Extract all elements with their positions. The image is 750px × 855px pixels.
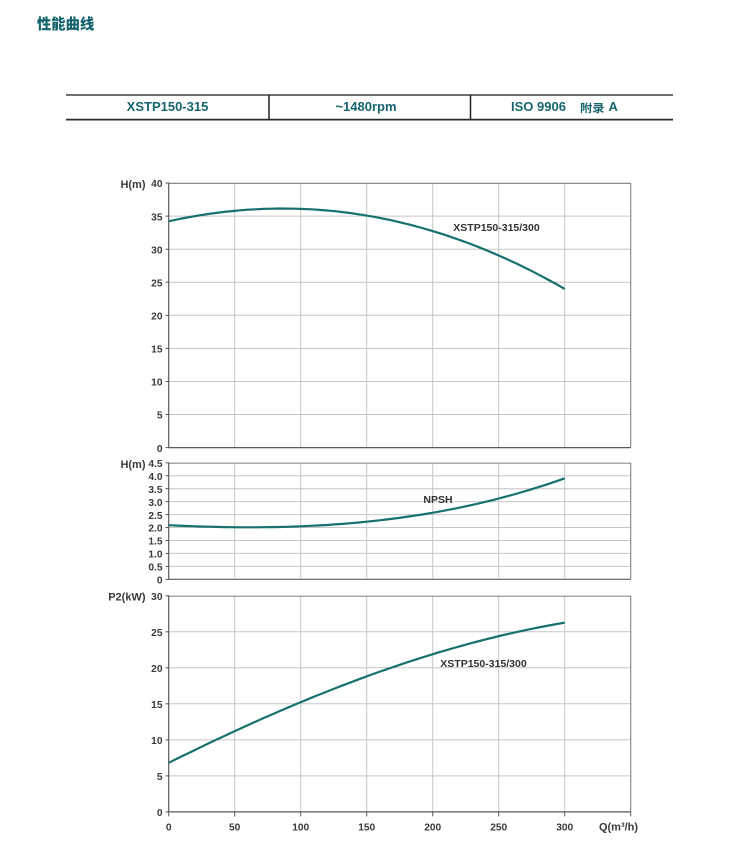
svg-text:~1480rpm: ~1480rpm [335, 99, 396, 114]
svg-text:H(m): H(m) [120, 459, 145, 471]
svg-text:ISO 9906: ISO 9906 [511, 99, 566, 114]
svg-text:0: 0 [157, 444, 163, 455]
svg-text:1.0: 1.0 [148, 550, 162, 561]
svg-text:30: 30 [151, 592, 163, 603]
svg-text:2.5: 2.5 [148, 511, 162, 522]
svg-text:300: 300 [556, 823, 573, 834]
svg-text:H(m): H(m) [120, 179, 145, 191]
svg-text:100: 100 [292, 823, 309, 834]
svg-text:0: 0 [166, 823, 172, 834]
svg-text:4.0: 4.0 [148, 472, 162, 483]
svg-text:Q(m³/h): Q(m³/h) [599, 822, 638, 834]
svg-text:10: 10 [151, 736, 163, 747]
svg-text:A: A [609, 99, 619, 114]
svg-text:4.5: 4.5 [148, 459, 162, 470]
svg-text:NPSH: NPSH [423, 494, 452, 506]
svg-text:1.5: 1.5 [148, 537, 162, 548]
svg-text:200: 200 [424, 823, 441, 834]
svg-text:20: 20 [151, 312, 163, 323]
svg-text:15: 15 [151, 345, 163, 356]
svg-text:250: 250 [490, 823, 507, 834]
svg-text:2.0: 2.0 [148, 524, 162, 535]
svg-text:30: 30 [151, 245, 163, 256]
svg-text:P2(kW): P2(kW) [108, 591, 146, 603]
svg-text:25: 25 [151, 628, 163, 639]
svg-text:50: 50 [229, 823, 241, 834]
svg-text:150: 150 [358, 823, 375, 834]
svg-text:25: 25 [151, 278, 163, 289]
svg-text:5: 5 [157, 772, 163, 783]
svg-text:20: 20 [151, 664, 163, 675]
svg-text:0: 0 [157, 808, 163, 819]
svg-text:3.0: 3.0 [148, 498, 162, 509]
svg-text:10: 10 [151, 378, 163, 389]
svg-text:15: 15 [151, 700, 163, 711]
svg-text:XSTP150-315: XSTP150-315 [127, 99, 209, 114]
svg-text:0: 0 [157, 576, 163, 587]
svg-text:0.5: 0.5 [148, 563, 162, 574]
svg-text:35: 35 [151, 212, 163, 223]
svg-text:XSTP150-315/300: XSTP150-315/300 [453, 222, 540, 234]
svg-text:5: 5 [157, 411, 163, 422]
svg-text:XSTP150-315/300: XSTP150-315/300 [440, 658, 527, 670]
svg-text:40: 40 [151, 179, 163, 190]
svg-text:3.5: 3.5 [148, 485, 162, 496]
